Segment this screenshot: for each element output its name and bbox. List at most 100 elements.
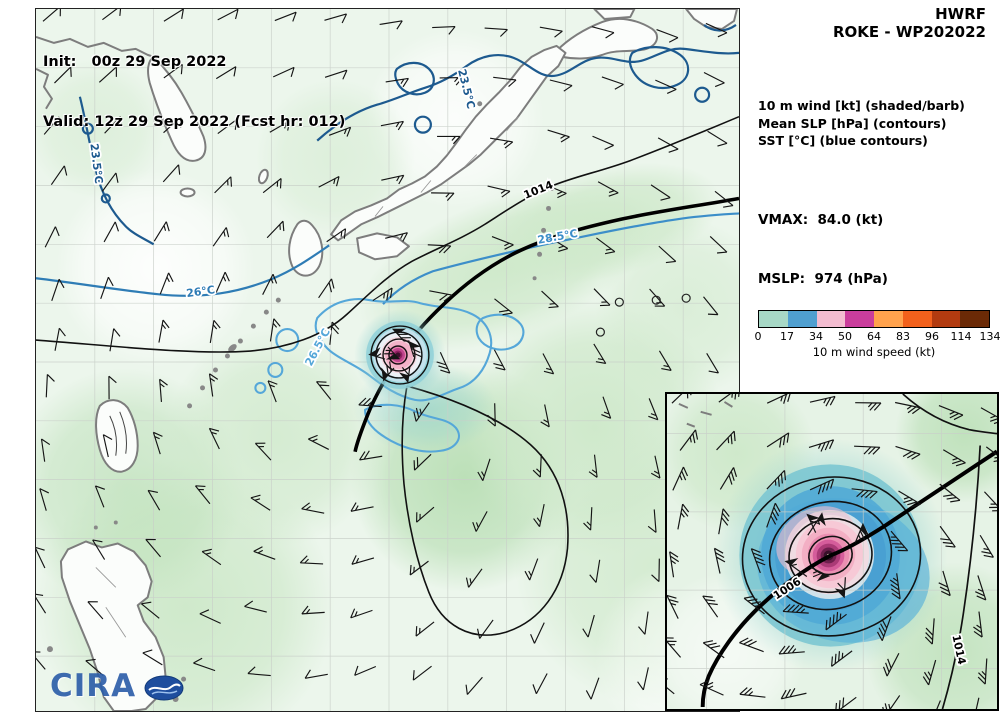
wind-barb [372, 287, 393, 302]
wind-barb [706, 353, 719, 374]
storm-center [354, 309, 446, 401]
wind-barb [208, 427, 220, 450]
colorbar-tick: 83 [896, 330, 910, 343]
wind-barb [415, 621, 435, 637]
wind-barb [92, 539, 106, 560]
wind-barb [416, 506, 435, 523]
wind-barb [217, 9, 239, 21]
colorbar-tick: 17 [780, 330, 794, 343]
wind-barb [87, 601, 104, 620]
wind-barb [942, 449, 966, 467]
small-islands [46, 101, 555, 703]
wind-barb [924, 618, 935, 645]
wind-barb [895, 445, 921, 460]
wind-barb [214, 176, 233, 194]
wind-barb [487, 185, 511, 198]
wind-barb [102, 434, 113, 458]
wind-barb [301, 502, 325, 514]
coastline-detail [95, 116, 519, 638]
wind-barb [36, 651, 46, 670]
wind-barb [979, 534, 994, 558]
wind-barb [702, 640, 725, 659]
wind-barb [549, 79, 573, 92]
wind-barb [705, 22, 728, 38]
wind-barb [427, 244, 452, 254]
wind-barb [109, 328, 121, 352]
wind-barb [658, 350, 672, 372]
wind-barb [215, 271, 230, 294]
wind-barb [766, 394, 791, 404]
wind-barb [385, 232, 408, 242]
wind-barb [583, 507, 593, 531]
wind-barb [269, 120, 291, 133]
wind-barb [40, 438, 51, 462]
wind-barb [667, 594, 679, 619]
wind-barb [272, 66, 295, 78]
cira-logo-text: CIRA [50, 668, 137, 704]
colorbar-segment [816, 311, 846, 327]
wind-barb [350, 608, 373, 619]
wind-barb [743, 595, 765, 615]
wind-barb [539, 26, 563, 38]
taiwan-terrain [109, 411, 127, 456]
wind-barb [782, 604, 809, 614]
colorbar-tick: 96 [925, 330, 939, 343]
wind-barb [487, 403, 496, 427]
wind-barb [163, 63, 183, 79]
legend-block: 10 m wind [kt] (shaded/barb) Mean SLP [h… [758, 97, 965, 150]
wind-barb [326, 228, 347, 243]
stats-block: VMAX: 84.0 (kt) MSLP: 974 (hPa) [758, 172, 888, 309]
wind-barb [215, 66, 237, 80]
wind-barb [267, 380, 278, 403]
wind-barb [432, 25, 456, 35]
wind-barb [354, 665, 377, 676]
colorbar-segment [787, 311, 817, 327]
wind-barb [780, 688, 807, 700]
wind-barb [212, 227, 230, 247]
wind-barb [391, 328, 411, 342]
wind-barb [855, 402, 882, 411]
wind-barb [851, 488, 878, 499]
sst-26-label: 26°C [185, 283, 215, 300]
wind-barb [650, 184, 671, 201]
wind-barb [193, 657, 216, 672]
wind-barb [588, 454, 598, 478]
wind-barb [542, 353, 555, 375]
wind-barb [835, 696, 857, 709]
wind-barb [465, 568, 483, 588]
wind-barb [854, 445, 881, 455]
sst-contours [36, 24, 739, 453]
wind-barb [101, 172, 119, 192]
logo-emblem-icon [144, 675, 184, 701]
wind-barb [324, 69, 348, 80]
colorbar-gradient [758, 310, 990, 328]
wind-barb [490, 137, 514, 149]
wind-barb [85, 658, 104, 677]
legend-line-sst: SST [°C] (blue contours) [758, 133, 928, 148]
storm-zoom-inset: 1006 1014 [665, 392, 999, 711]
wind-barb [472, 511, 488, 532]
init-label: Init: 00z 29 Sep 2022 [43, 54, 227, 70]
wind-barb [108, 375, 117, 400]
wind-barb [145, 538, 161, 558]
wind-barb [677, 503, 690, 530]
wind-barb [318, 278, 335, 299]
wind-barb [152, 431, 163, 455]
map-title-block: Init: 00z 29 Sep 2022 Valid: 12z 29 Sep … [43, 12, 345, 172]
wind-barb [100, 276, 114, 299]
wind-barb [530, 622, 545, 644]
wind-barb [699, 680, 724, 696]
wind-barb [436, 351, 451, 374]
wind-barb [592, 135, 614, 151]
wind-barb [103, 221, 120, 243]
wind-barb [702, 595, 719, 618]
wind-barb [983, 491, 997, 512]
wind-barb [810, 566, 831, 582]
wind-barb [158, 319, 170, 343]
wind-barb [493, 76, 517, 88]
wind-barb [669, 551, 680, 578]
wind-barb [895, 401, 921, 415]
wind-barb [104, 116, 122, 134]
legend-line-wind: 10 m wind [kt] (shaded/barb) [758, 98, 965, 113]
wind-barb [806, 513, 820, 533]
